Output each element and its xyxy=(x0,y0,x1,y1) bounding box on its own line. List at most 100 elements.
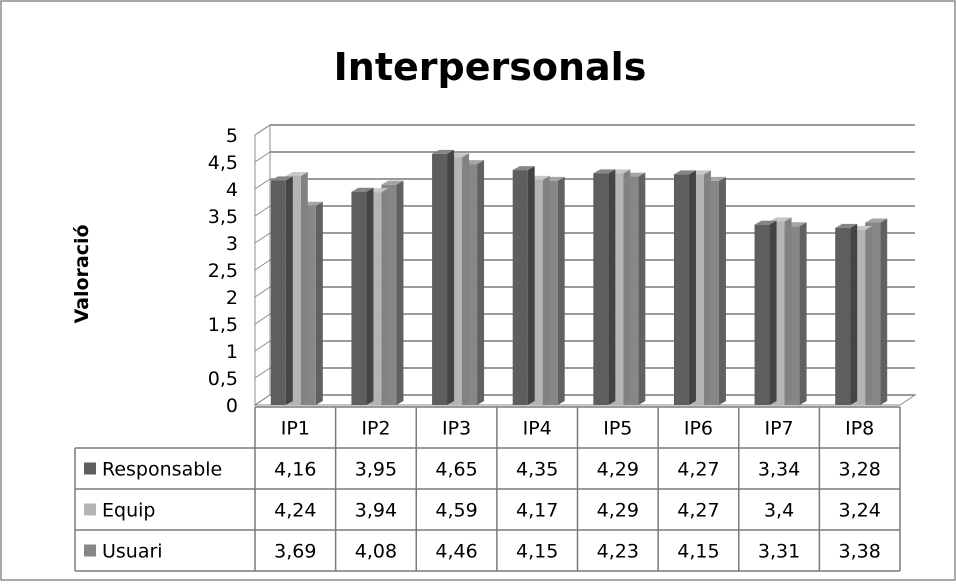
bar-side xyxy=(315,201,323,405)
x-tick-label: IP2 xyxy=(361,418,390,440)
gridline-side xyxy=(254,340,271,352)
bar-side xyxy=(477,160,485,405)
data-label: 4,29 xyxy=(597,500,639,522)
bar-side xyxy=(557,176,565,405)
data-label: 3,34 xyxy=(758,459,800,481)
data-label: 3,4 xyxy=(764,500,794,522)
y-tick-label: 2,5 xyxy=(208,260,238,282)
chart-title: Interpersonals xyxy=(334,45,647,89)
bar-top xyxy=(769,217,792,222)
bar-front xyxy=(593,173,609,405)
y-tick-label: 3 xyxy=(226,233,238,255)
bar-top xyxy=(285,172,308,177)
bar-side xyxy=(285,176,293,405)
gridline-side xyxy=(254,124,271,136)
bar xyxy=(512,166,535,405)
data-label: 3,69 xyxy=(274,541,316,563)
data-label: 3,24 xyxy=(839,500,881,522)
data-table: IP1 IP2 IP3 IP4 IP5 IP6 IP7 IP8 Responsable 4,16 3… xyxy=(74,406,901,572)
bar-top xyxy=(754,220,777,225)
bar-top xyxy=(512,166,535,171)
y-tick-label: 1,5 xyxy=(208,314,238,336)
x-tick-label: IP6 xyxy=(684,418,713,440)
bar-top xyxy=(865,218,888,223)
bar-side xyxy=(865,226,873,405)
y-tick-label: 3,5 xyxy=(208,206,238,228)
data-label: 3,28 xyxy=(839,459,881,481)
data-label: 4,35 xyxy=(516,459,558,481)
legend-key xyxy=(84,544,96,557)
x-tick-label: IP4 xyxy=(523,418,552,440)
x-tick-label: IP5 xyxy=(603,418,632,440)
bar-side xyxy=(527,166,535,405)
bar-side xyxy=(880,218,888,405)
bar-side xyxy=(703,170,711,405)
bar-side xyxy=(799,222,807,405)
bar-top xyxy=(593,169,616,174)
x-tick-label: IP7 xyxy=(764,418,793,440)
legend-key xyxy=(84,503,96,516)
bar-side xyxy=(623,169,631,405)
gridline-side xyxy=(254,259,271,271)
bar-top xyxy=(835,223,858,228)
data-label: 4,24 xyxy=(274,500,316,522)
legend-entry: Usuari xyxy=(102,541,163,563)
data-label: 4,46 xyxy=(435,541,477,563)
y-tick-label: 0,5 xyxy=(208,368,238,390)
bar-front xyxy=(432,153,448,405)
bar-front xyxy=(673,174,689,405)
data-label: 4,27 xyxy=(677,459,719,481)
bar-side xyxy=(300,172,308,405)
data-label: 4,15 xyxy=(677,541,719,563)
bars xyxy=(270,149,888,405)
bar-side xyxy=(462,153,470,405)
data-label: 4,27 xyxy=(677,500,719,522)
bar-side xyxy=(366,187,374,405)
bar-front xyxy=(754,224,770,405)
bar-top xyxy=(381,180,404,185)
gridline-side xyxy=(254,367,271,379)
bar-top xyxy=(673,170,696,175)
bar xyxy=(835,223,858,405)
data-label: 4,59 xyxy=(435,500,477,522)
bar-top xyxy=(270,176,293,181)
data-label: 4,29 xyxy=(597,459,639,481)
legend-entry: Equip xyxy=(102,500,155,522)
bar-top xyxy=(351,187,374,192)
y-tick-label: 1 xyxy=(226,341,238,363)
legend-entry: Responsable xyxy=(102,459,222,481)
bar-side xyxy=(396,180,404,405)
data-label: 4,16 xyxy=(274,459,316,481)
gridline-side xyxy=(254,394,271,406)
x-tick-label: IP1 xyxy=(281,418,310,440)
bar-side xyxy=(542,175,550,405)
y-axis-label: Valoració xyxy=(71,224,93,323)
bar xyxy=(754,220,777,405)
bar-front xyxy=(835,227,851,405)
bar xyxy=(593,169,616,405)
data-label: 4,17 xyxy=(516,500,558,522)
x-tick-label: IP8 xyxy=(845,418,874,440)
bar-side xyxy=(381,188,389,405)
bar-front xyxy=(351,191,367,405)
data-label: 4,65 xyxy=(435,459,477,481)
bar-top xyxy=(432,149,455,154)
bar xyxy=(673,170,696,405)
bar-side xyxy=(718,176,726,405)
gridline-side xyxy=(254,286,271,298)
data-label: 4,15 xyxy=(516,541,558,563)
data-label: 4,23 xyxy=(597,541,639,563)
gridline-side xyxy=(254,232,271,244)
y-tick-label: 2 xyxy=(226,287,238,309)
bar-side xyxy=(850,223,858,405)
bar xyxy=(351,187,374,405)
data-label: 3,94 xyxy=(355,500,397,522)
data-label: 3,95 xyxy=(355,459,397,481)
gridline-side xyxy=(254,205,271,217)
gridline-side xyxy=(254,178,271,190)
bar-front xyxy=(270,180,286,405)
bar xyxy=(432,149,455,405)
data-label: 4,08 xyxy=(355,541,397,563)
